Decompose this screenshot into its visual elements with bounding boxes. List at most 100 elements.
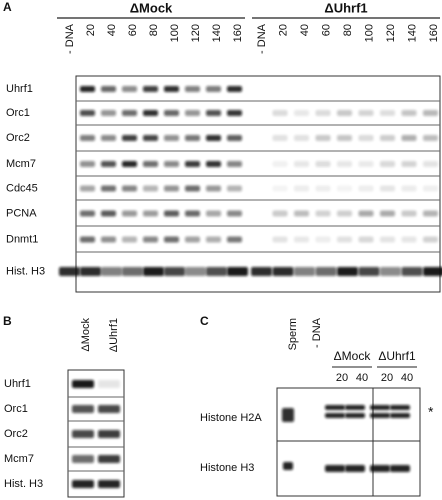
row-label: PCNA: [6, 207, 37, 219]
band: [380, 267, 401, 276]
band: [206, 135, 221, 141]
band: [337, 185, 352, 192]
band: [294, 161, 309, 167]
band: [185, 185, 200, 192]
band: [370, 413, 390, 418]
band: [206, 110, 221, 116]
band: [315, 236, 331, 243]
band: [380, 210, 395, 217]
band: [80, 110, 95, 116]
band: [206, 185, 221, 192]
band: [315, 210, 331, 217]
band: [80, 161, 95, 167]
band: [294, 135, 309, 141]
lane-label: 40: [356, 372, 368, 384]
row-label: Cdc45: [6, 182, 38, 194]
band: [143, 86, 158, 92]
band: [358, 135, 374, 141]
band: [101, 110, 116, 116]
band: [122, 210, 137, 217]
band: [101, 135, 116, 141]
band: [164, 110, 179, 116]
row-label: Orc1: [4, 403, 28, 415]
blot-frame: [75, 75, 441, 293]
band: [390, 413, 410, 418]
group-label: ΔMock: [130, 0, 173, 15]
band: [164, 86, 179, 92]
band: [358, 185, 374, 192]
band: [251, 267, 272, 276]
band: [185, 210, 200, 217]
row-label: Orc1: [6, 107, 30, 119]
band: [294, 185, 309, 192]
lane-label: - DNA: [256, 23, 268, 54]
lane-label: Sperm: [287, 318, 299, 350]
band: [59, 267, 80, 276]
band: [272, 161, 288, 167]
band: [337, 267, 358, 276]
band: [143, 135, 158, 141]
band: [294, 110, 309, 116]
band: [101, 161, 116, 167]
band: [143, 185, 158, 192]
band: [122, 161, 137, 167]
band: [358, 110, 374, 116]
row-label: Hist. H3: [6, 265, 45, 277]
band: [227, 210, 242, 217]
band: [143, 210, 158, 217]
blot-frame: [67, 369, 125, 498]
band: [380, 135, 395, 141]
band: [337, 210, 352, 217]
lane-label: 120: [190, 24, 202, 42]
band: [72, 405, 94, 413]
band: [122, 185, 137, 192]
band: [315, 110, 331, 116]
band: [227, 135, 242, 141]
lane-label: 100: [363, 24, 375, 42]
band: [122, 110, 137, 116]
band: [72, 455, 94, 463]
row-label: Mcm7: [6, 158, 36, 170]
band: [185, 86, 200, 92]
lane-label: 160: [232, 24, 244, 42]
band: [325, 405, 345, 410]
band: [380, 110, 395, 116]
row-label: Orc2: [4, 428, 28, 440]
band: [423, 236, 438, 243]
band: [272, 236, 288, 243]
band: [98, 480, 120, 488]
band: [337, 161, 352, 167]
band: [315, 161, 331, 167]
row-label: Histone H3: [200, 462, 254, 474]
band: [423, 267, 442, 276]
lane-label: - DNA: [311, 317, 323, 348]
band: [185, 135, 200, 141]
panel-label: B: [3, 314, 12, 328]
lane-label: 40: [299, 24, 311, 36]
row-label: Histone H2A: [200, 412, 262, 424]
band: [122, 236, 137, 243]
band: [370, 405, 390, 410]
band: [401, 110, 417, 116]
band: [80, 135, 95, 141]
band: [185, 236, 200, 243]
lane-label: 60: [320, 24, 332, 36]
lane-label: 40: [401, 372, 413, 384]
band: [345, 405, 365, 410]
band: [164, 210, 179, 217]
band: [101, 267, 122, 276]
band: [272, 135, 288, 141]
band: [282, 408, 294, 422]
group-label: ΔUhrf1: [378, 349, 416, 363]
row-label: Hist. H3: [4, 478, 43, 490]
band: [390, 405, 410, 410]
band: [227, 110, 242, 116]
band: [283, 462, 293, 470]
band: [122, 267, 143, 276]
row-label: Dnmt1: [6, 233, 38, 245]
band: [143, 236, 158, 243]
band: [206, 86, 221, 92]
lane-label: 100: [169, 24, 181, 42]
band: [315, 185, 331, 192]
